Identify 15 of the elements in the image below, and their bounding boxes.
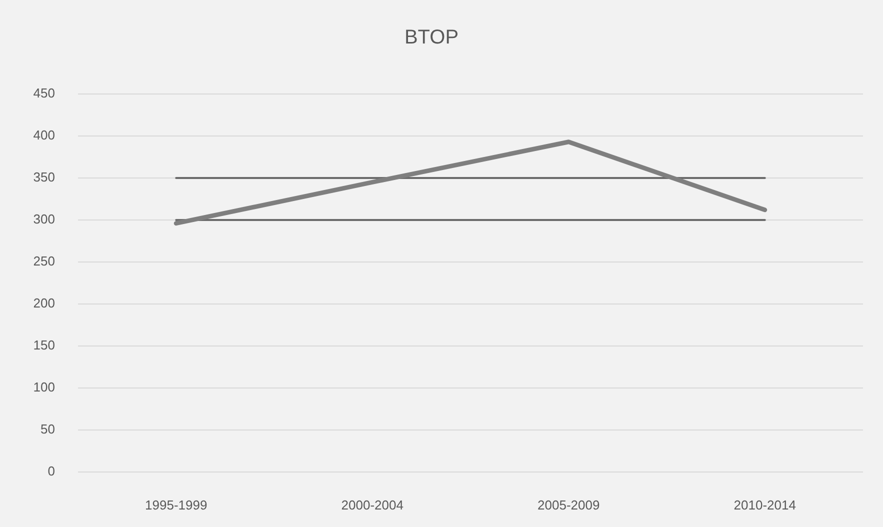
y-tick-label: 300	[33, 212, 55, 227]
y-tick-label: 200	[33, 296, 55, 311]
y-tick-label: 100	[33, 380, 55, 395]
y-tick-label: 400	[33, 128, 55, 143]
y-tick-label: 350	[33, 170, 55, 185]
x-tick-label: 1995-1999	[145, 497, 208, 512]
y-tick-label: 150	[33, 338, 55, 353]
x-tick-label: 2005-2009	[538, 497, 600, 512]
y-tick-label: 50	[40, 422, 55, 437]
chart-title: BTOP	[404, 26, 459, 49]
y-tick-label: 450	[33, 86, 55, 101]
y-tick-label: 0	[48, 464, 55, 479]
x-tick-label: 2000-2004	[341, 497, 404, 512]
x-tick-label: 2010-2014	[734, 497, 796, 512]
y-tick-label: 250	[33, 254, 55, 269]
